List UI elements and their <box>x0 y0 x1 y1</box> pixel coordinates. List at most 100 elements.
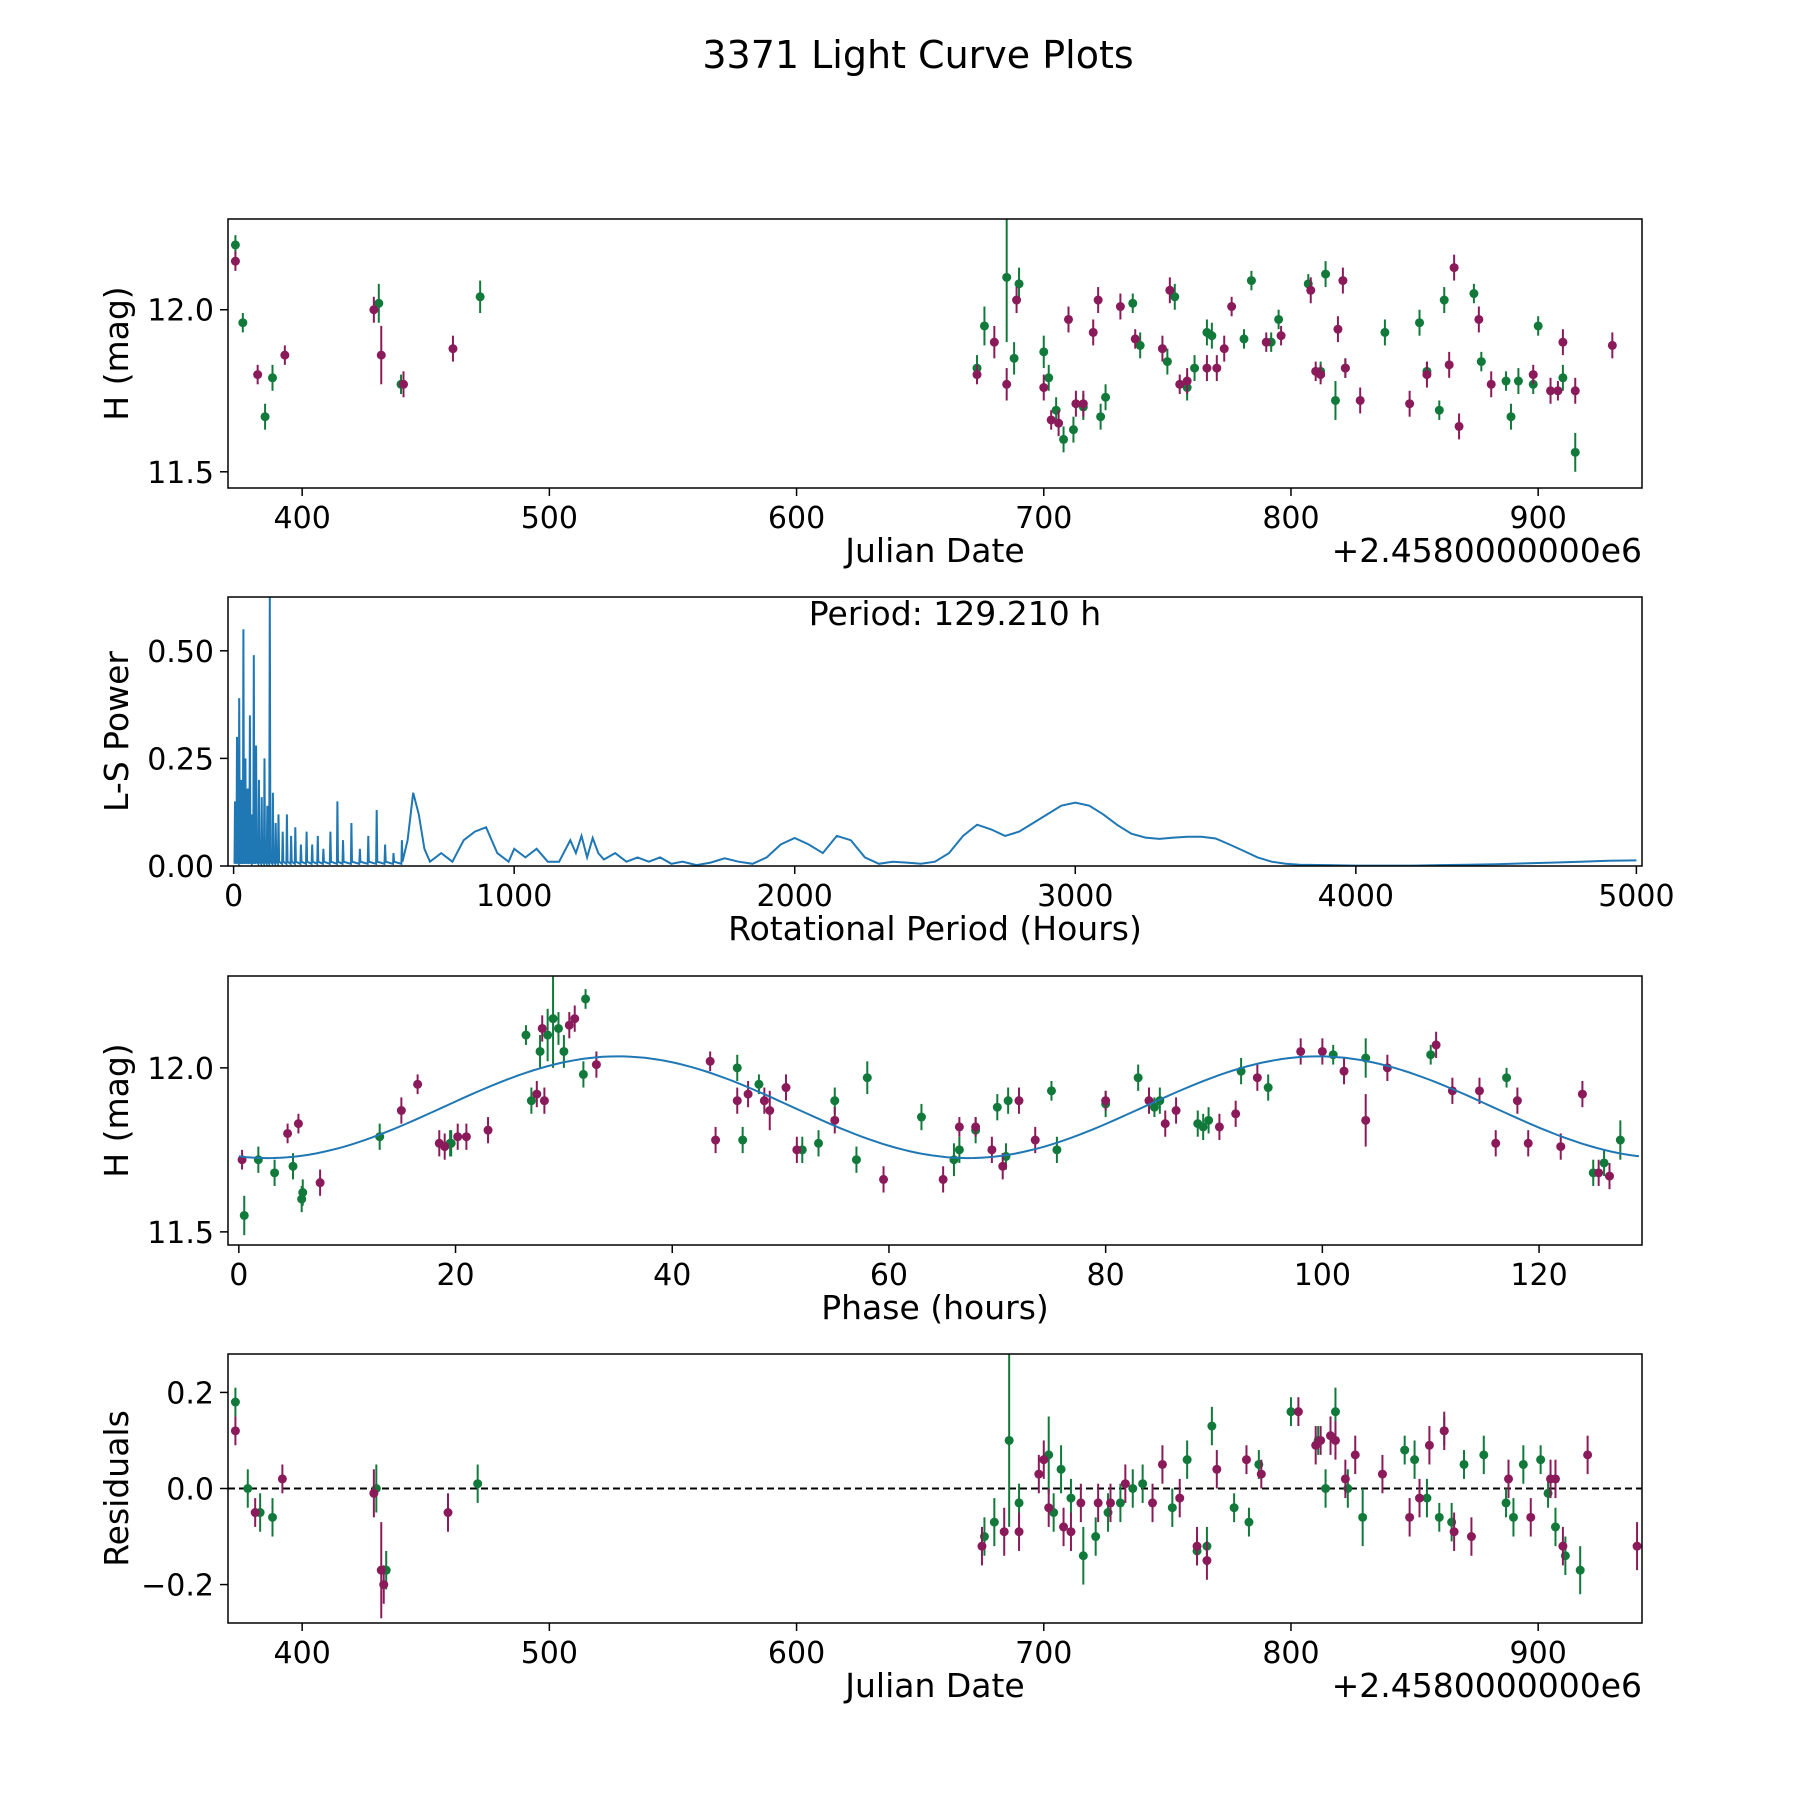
phased-maroon-point <box>1577 1089 1587 1099</box>
residuals-green-point <box>1128 1484 1138 1493</box>
residuals-green-point <box>1508 1512 1518 1522</box>
periodogram-axes-frame <box>227 596 1643 867</box>
light-curve-maroon-point <box>1306 285 1316 295</box>
phased-maroon-point <box>938 1174 948 1184</box>
phased-maroon-point <box>461 1132 471 1142</box>
phased-maroon-point <box>483 1125 493 1135</box>
residuals-green-point <box>1434 1512 1444 1522</box>
periodogram-xtick-label: 0 <box>224 879 243 914</box>
phased-maroon-point <box>396 1106 406 1115</box>
phased-maroon-point <box>1474 1086 1484 1096</box>
residuals-maroon-point <box>1256 1469 1266 1479</box>
light-curve-green-point <box>1101 392 1111 402</box>
light-curve-green-point <box>1513 376 1523 386</box>
light-curve-maroon-point <box>1046 415 1056 425</box>
residuals-xlabel: Julian Date <box>843 1666 1025 1705</box>
residuals-maroon-point <box>1526 1512 1536 1522</box>
residuals-maroon-point <box>1039 1455 1049 1465</box>
phased-xtick-label: 20 <box>436 1258 474 1293</box>
residuals-green-point <box>1330 1407 1340 1417</box>
phased-maroon-point <box>564 1020 574 1030</box>
residuals-xtick-label: 900 <box>1510 1636 1567 1671</box>
phased-green-point <box>548 1014 558 1024</box>
phased-maroon-point <box>711 1135 721 1145</box>
light-curve-maroon-point <box>1182 376 1192 386</box>
residuals-maroon-point <box>379 1580 389 1590</box>
phased-maroon-point <box>532 1089 542 1099</box>
periodogram-ytick-label: 0.00 <box>147 850 214 885</box>
residuals-green-point <box>1518 1459 1528 1469</box>
light-curve-data-layer <box>230 219 1617 472</box>
phased-maroon-point <box>705 1056 715 1066</box>
light-curve-maroon-point <box>1355 395 1365 405</box>
periodogram-xtick-label: 5000 <box>1598 879 1674 914</box>
light-curve-green-point <box>979 321 989 331</box>
light-curve-maroon-point <box>1333 324 1343 334</box>
phased-maroon-point <box>1317 1046 1327 1056</box>
light-curve-maroon-point <box>1444 360 1454 370</box>
light-curve-axes-frame <box>227 218 1643 489</box>
light-curve-maroon-point <box>1165 285 1175 295</box>
residuals-maroon-point <box>1415 1493 1425 1503</box>
phased-green-point <box>1003 1096 1013 1106</box>
phased-green-point <box>954 1145 964 1155</box>
residuals-maroon-point <box>1350 1450 1360 1460</box>
light-curve-green-point <box>260 412 270 422</box>
phased-green-point <box>1263 1083 1273 1093</box>
light-curve-maroon-point <box>1157 344 1167 354</box>
residuals-green-point <box>1078 1551 1088 1561</box>
residuals-ytick-label: 0.0 <box>166 1473 214 1508</box>
light-curve-maroon-point <box>1088 327 1098 337</box>
residuals-green-point <box>1358 1512 1368 1522</box>
light-curve-maroon-point <box>1338 276 1348 286</box>
light-curve-maroon-point <box>376 350 386 360</box>
residuals-maroon-point <box>277 1474 287 1484</box>
residuals-ytick-label: 0.2 <box>166 1376 214 1411</box>
phased-maroon-point <box>954 1122 964 1132</box>
residuals-green-point <box>1167 1503 1177 1513</box>
phased-maroon-point <box>591 1060 601 1070</box>
light-curve-maroon-point <box>280 350 290 360</box>
light-curve-ytick-label: 12.0 <box>147 294 214 329</box>
residuals-maroon-point <box>1120 1479 1130 1489</box>
phased-maroon-point <box>879 1174 889 1184</box>
residuals-green-point <box>1575 1565 1585 1575</box>
light-curve-maroon-point <box>1202 363 1212 373</box>
light-curve-green-point <box>1274 314 1284 324</box>
phased-green-point <box>732 1063 742 1073</box>
phased-green-point <box>521 1030 531 1040</box>
phased-model-curve <box>238 1055 1640 1160</box>
phased-maroon-point <box>1339 1066 1349 1076</box>
light-curve-green-point <box>1321 269 1331 279</box>
residuals-maroon-point <box>1157 1459 1167 1469</box>
residuals-maroon-point <box>1466 1532 1476 1542</box>
residuals-green-point <box>267 1512 277 1522</box>
phased-green-point <box>1502 1073 1512 1083</box>
light-curve-maroon-point <box>1570 386 1580 396</box>
phased-green-point <box>992 1102 1002 1112</box>
light-curve-xtick-label: 600 <box>768 501 825 536</box>
phased-green-point <box>288 1161 298 1171</box>
light-curve-plot: 400 500 600 700 800 900 11.5 12.0 Julian Date H (… <box>97 218 1643 570</box>
light-curve-green-point <box>1558 373 1568 383</box>
residuals-maroon-point <box>1424 1440 1434 1450</box>
light-curve-green-point <box>1014 279 1024 289</box>
light-curve-maroon-point <box>1175 379 1185 389</box>
residuals-green-point <box>1207 1421 1217 1431</box>
light-curve-green-point <box>1476 357 1486 367</box>
residuals-maroon-point <box>977 1541 987 1551</box>
phased-green-point <box>1046 1086 1056 1096</box>
phased-maroon-point <box>1594 1168 1604 1178</box>
phased-green-point <box>1198 1122 1208 1132</box>
residuals-green-point <box>989 1517 999 1527</box>
residuals-green-point <box>243 1484 253 1493</box>
residuals-maroon-point <box>1293 1407 1303 1417</box>
phased-xtick-label: 80 <box>1087 1258 1125 1293</box>
residuals-maroon-point <box>1241 1455 1251 1465</box>
residuals-maroon-point <box>1059 1522 1069 1532</box>
periodogram-xtick-label: 1000 <box>476 879 552 914</box>
light-curve-green-point <box>1330 395 1340 405</box>
residuals-ylabel: Residuals <box>97 1410 136 1567</box>
light-curve-green-point <box>1434 405 1444 415</box>
light-curve-maroon-point <box>1607 340 1617 350</box>
